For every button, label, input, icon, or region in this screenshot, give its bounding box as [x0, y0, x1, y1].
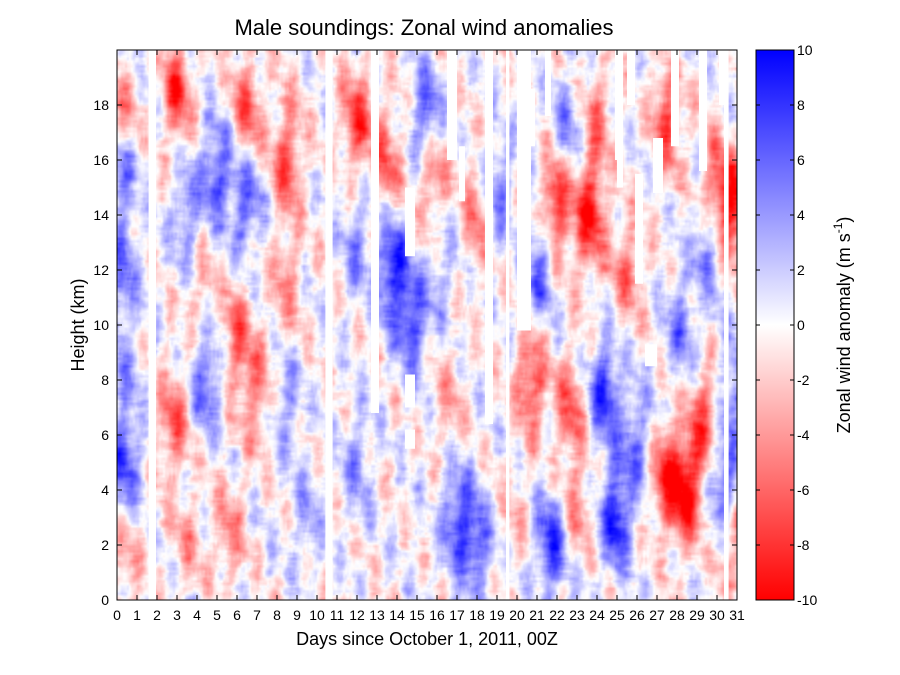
x-tick-label: 16: [429, 607, 445, 623]
x-tick-label: 30: [709, 607, 725, 623]
data-gap: [617, 160, 623, 188]
y-tick-label: 16: [93, 152, 109, 168]
data-gap: [531, 88, 535, 147]
x-tick-label: 15: [409, 607, 425, 623]
y-tick-label: 4: [101, 482, 109, 498]
y-tick-label: 6: [101, 427, 109, 443]
x-tick-label: 0: [113, 607, 121, 623]
data-gap: [627, 50, 635, 105]
x-tick-label: 29: [689, 607, 705, 623]
x-tick-label: 5: [213, 607, 221, 623]
x-tick-label: 2: [153, 607, 161, 623]
x-tick-label: 4: [193, 607, 201, 623]
data-gap: [615, 50, 623, 160]
x-tick-label: 26: [629, 607, 645, 623]
colorbar-tick-label: 10: [797, 42, 813, 58]
x-tick-label: 21: [529, 607, 545, 623]
data-gap: [459, 146, 465, 202]
x-tick-label: 13: [369, 607, 385, 623]
colorbar-tick-label: 8: [797, 97, 805, 113]
data-gap-column: [148, 50, 156, 600]
y-tick-label: 18: [93, 97, 109, 113]
y-axis: 0 2 4 6 8 10 12 14 16 18: [93, 97, 737, 608]
data-gap: [405, 374, 415, 408]
x-tick-label: 14: [389, 607, 405, 623]
data-gap: [719, 50, 725, 105]
colorbar-tick-label: -6: [797, 482, 810, 498]
x-tick-label: 3: [173, 607, 181, 623]
x-tick-label: 10: [309, 607, 325, 623]
x-tick-label: 27: [649, 607, 665, 623]
x-tick-label: 20: [509, 607, 525, 623]
data-gap-column: [724, 50, 729, 600]
x-axis: 0 1 2 3 4 5 6 7 8 9 10 11 12 13 14 15 16 17 18 19 20 21 22 23 24…: [113, 50, 745, 623]
x-tick-label: 25: [609, 607, 625, 623]
colorbar: [755, 49, 795, 601]
x-tick-label: 18: [469, 607, 485, 623]
colorbar-tick-label: 2: [797, 262, 805, 278]
y-tick-label: 2: [101, 537, 109, 553]
colorbar-tick-label: 0: [797, 317, 805, 333]
data-gap: [635, 173, 643, 284]
colorbar-tick-label: -4: [797, 427, 810, 443]
x-tick-label: 19: [489, 607, 505, 623]
x-tick-label: 7: [253, 607, 261, 623]
x-tick-label: 23: [569, 607, 585, 623]
y-tick-label: 10: [93, 317, 109, 333]
colorbar-label-main: Zonal wind anomaly (m s: [834, 233, 854, 433]
x-tick-label: 1: [133, 607, 141, 623]
x-tick-label: 11: [330, 607, 345, 623]
colorbar-tick-label: 6: [797, 152, 805, 168]
y-tick-label: 14: [93, 207, 109, 223]
x-tick-label: 28: [669, 607, 685, 623]
x-tick-label: 31: [729, 607, 745, 623]
data-gap: [405, 187, 415, 257]
x-tick-label: 6: [233, 607, 241, 623]
x-tick-label: 22: [549, 607, 565, 623]
y-tick-label: 0: [101, 592, 109, 608]
data-gap: [653, 138, 663, 193]
colorbar-tick-label: 4: [797, 207, 805, 223]
colorbar-label-end: ): [834, 217, 854, 223]
heatmap-raster: [117, 50, 737, 600]
data-gap: [699, 50, 707, 171]
colorbar-tick-label: -10: [797, 592, 817, 608]
colorbar-tick-label: -8: [797, 537, 810, 553]
colorbar-ticks: 10 8 6 4 2 0 -2 -4 -6 -8 -10: [756, 42, 817, 608]
colorbar-label: Zonal wind anomaly (m s-1): [831, 217, 854, 434]
data-gap: [485, 50, 493, 424]
data-gap: [545, 50, 551, 116]
data-gap: [371, 50, 379, 413]
x-tick-label: 8: [273, 607, 281, 623]
colorbar-label-exponent: -1: [831, 222, 845, 233]
data-gap-column: [325, 50, 333, 600]
y-tick-label: 12: [93, 262, 109, 278]
missing-data-gaps: [148, 50, 729, 600]
x-tick-label: 17: [449, 607, 465, 623]
data-gap: [645, 344, 657, 367]
y-axis-label: Height (km): [68, 278, 88, 371]
data-gap-column: [506, 50, 510, 600]
data-gap: [447, 50, 457, 160]
colorbar-tick-label: -2: [797, 372, 810, 388]
data-gap: [671, 50, 679, 147]
y-tick-label: 8: [101, 372, 109, 388]
x-axis-label: Days since October 1, 2011, 00Z: [296, 629, 558, 649]
chart-title: Male soundings: Zonal wind anomalies: [234, 15, 613, 40]
x-tick-label: 24: [589, 607, 605, 623]
x-tick-label: 9: [293, 607, 301, 623]
x-tick-label: 12: [349, 607, 365, 623]
data-gap: [517, 50, 531, 331]
data-gap: [405, 429, 415, 449]
